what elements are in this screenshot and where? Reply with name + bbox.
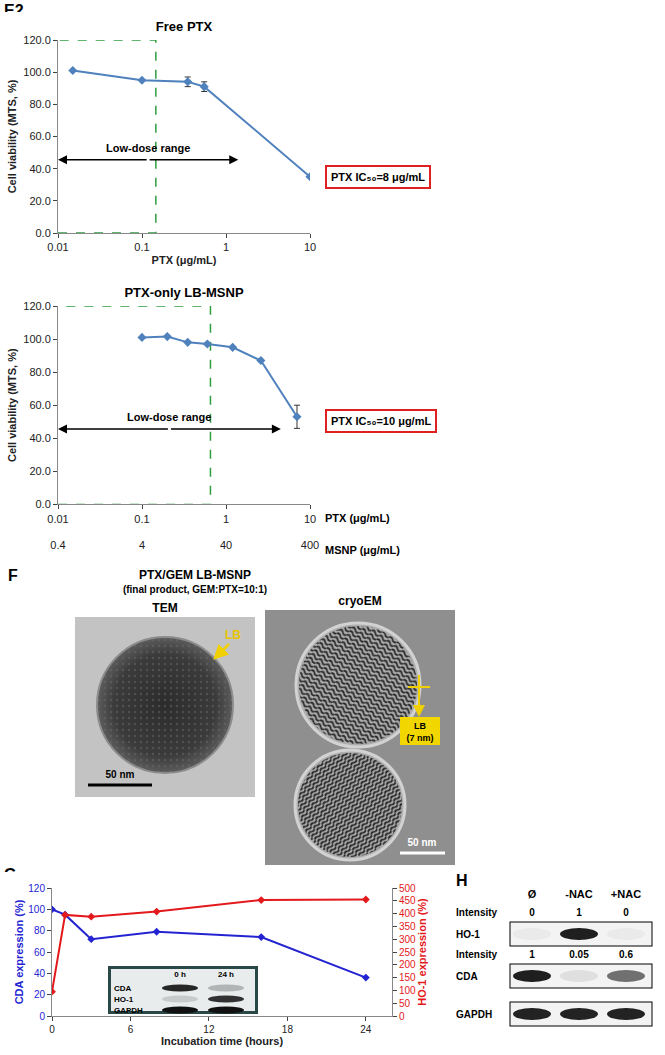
svg-text:0: 0 — [623, 907, 629, 918]
svg-text:40.0: 40.0 — [29, 163, 50, 175]
html-text:G: G — [4, 866, 17, 883]
svg-text:100: 100 — [28, 904, 45, 915]
svg-text:0: 0 — [49, 1024, 55, 1035]
svg-text:PTX IC₅₀=8 μg/mL: PTX IC₅₀=8 μg/mL — [331, 171, 425, 183]
svg-text:Cell viability (MTS, %): Cell viability (MTS, %) — [6, 79, 18, 193]
svg-text:Low-dose range: Low-dose range — [106, 142, 190, 154]
svg-text:F: F — [8, 567, 18, 584]
svg-text:0.05: 0.05 — [569, 949, 589, 960]
svg-text:Ø: Ø — [528, 888, 537, 900]
svg-text:CDA: CDA — [114, 984, 132, 993]
svg-text:60: 60 — [34, 947, 46, 958]
svg-text:100: 100 — [399, 985, 416, 996]
svg-text:10: 10 — [304, 513, 316, 525]
svg-text:200: 200 — [399, 959, 416, 970]
svg-text:100.0: 100.0 — [23, 66, 51, 78]
svg-text:450: 450 — [399, 895, 416, 906]
svg-text:0: 0 — [529, 907, 535, 918]
svg-text:PTX/GEM LB-MSNP: PTX/GEM LB-MSNP — [139, 568, 251, 582]
svg-text:0 h: 0 h — [174, 970, 186, 979]
svg-text:500: 500 — [399, 883, 416, 894]
svg-text:1: 1 — [223, 513, 229, 525]
svg-text:PTX (μg/mL): PTX (μg/mL) — [325, 512, 390, 524]
svg-text:50: 50 — [399, 998, 411, 1009]
svg-text:(7 nm): (7 nm) — [407, 733, 434, 743]
svg-text:Incubation time (hours): Incubation time (hours) — [161, 1035, 284, 1047]
svg-text:0.0: 0.0 — [36, 498, 51, 510]
svg-text:CDA expression (%): CDA expression (%) — [13, 899, 25, 1004]
svg-text:Low-dose range: Low-dose range — [127, 411, 211, 423]
svg-text:80: 80 — [34, 925, 46, 936]
svg-text:GAPDH: GAPDH — [114, 1006, 143, 1014]
svg-text:Intensity: Intensity — [456, 907, 498, 918]
svg-text:0: 0 — [399, 1011, 405, 1022]
svg-text:400: 400 — [399, 908, 416, 919]
svg-text:100.0: 100.0 — [23, 333, 51, 345]
svg-text:400: 400 — [301, 539, 319, 551]
svg-text:cryoEM: cryoEM — [338, 594, 381, 608]
svg-text:MSNP (μg/mL): MSNP (μg/mL) — [325, 544, 400, 556]
svg-text:0.6: 0.6 — [619, 949, 633, 960]
svg-text:0.4: 0.4 — [50, 539, 65, 551]
svg-text:20.0: 20.0 — [29, 465, 50, 477]
svg-text:20.0: 20.0 — [29, 195, 50, 207]
svg-text:18: 18 — [282, 1024, 294, 1035]
svg-text:PTX (μg/mL): PTX (μg/mL) — [152, 254, 217, 266]
svg-text:12: 12 — [203, 1024, 215, 1035]
svg-text:150: 150 — [399, 972, 416, 983]
svg-text:80.0: 80.0 — [29, 98, 50, 110]
svg-text:PTX-only LB-MSNP: PTX-only LB-MSNP — [124, 285, 243, 300]
svg-text:40.0: 40.0 — [29, 432, 50, 444]
svg-text:4: 4 — [139, 539, 145, 551]
svg-text:20: 20 — [34, 989, 46, 1000]
svg-text:120.0: 120.0 — [23, 300, 51, 312]
svg-text:HO-1: HO-1 — [456, 929, 480, 940]
svg-text:40: 40 — [220, 539, 232, 551]
svg-text:1: 1 — [223, 241, 229, 253]
svg-text:60.0: 60.0 — [29, 399, 50, 411]
svg-text:-NAC: -NAC — [565, 888, 593, 900]
svg-text:60.0: 60.0 — [29, 130, 50, 142]
svg-text:TEM: TEM — [152, 601, 177, 615]
svg-text:(final product, GEM:PTX=10:1): (final product, GEM:PTX=10:1) — [123, 584, 267, 595]
svg-text:0.01: 0.01 — [47, 513, 68, 525]
svg-text:0.1: 0.1 — [134, 241, 149, 253]
svg-text:10: 10 — [304, 241, 316, 253]
svg-text:LB: LB — [414, 721, 426, 731]
svg-text:HO-1: HO-1 — [114, 995, 134, 1004]
svg-text:350: 350 — [399, 921, 416, 932]
svg-text:24 h: 24 h — [218, 970, 234, 979]
svg-text:Free PTX: Free PTX — [156, 19, 213, 34]
svg-text:0.0: 0.0 — [36, 227, 51, 239]
svg-text:0: 0 — [39, 1011, 45, 1022]
svg-text:LB: LB — [225, 628, 241, 642]
svg-text:Cell viability (MTS, %): Cell viability (MTS, %) — [6, 348, 18, 462]
svg-text:120.0: 120.0 — [23, 34, 51, 46]
svg-text:HO-1 expression (%): HO-1 expression (%) — [416, 898, 428, 1006]
svg-text:6: 6 — [128, 1024, 134, 1035]
svg-text:0.1: 0.1 — [134, 513, 149, 525]
svg-text:80.0: 80.0 — [29, 366, 50, 378]
svg-text:0.01: 0.01 — [47, 241, 68, 253]
svg-text:40: 40 — [34, 968, 46, 979]
svg-text:H: H — [456, 872, 468, 889]
svg-text:PTX IC₅₀=10 μg/mL: PTX IC₅₀=10 μg/mL — [331, 415, 431, 427]
svg-text:300: 300 — [399, 934, 416, 945]
svg-text:50 nm: 50 nm — [408, 837, 437, 848]
svg-text:GAPDH: GAPDH — [456, 1009, 492, 1020]
svg-text:1: 1 — [576, 907, 582, 918]
svg-text:1: 1 — [529, 949, 535, 960]
html-text:E2: E2 — [4, 2, 24, 19]
svg-text:CDA: CDA — [456, 971, 478, 982]
svg-text:24: 24 — [360, 1024, 372, 1035]
svg-text:+NAC: +NAC — [611, 888, 641, 900]
svg-text:120: 120 — [28, 883, 45, 894]
svg-text:Intensity: Intensity — [456, 949, 498, 960]
svg-text:50 nm: 50 nm — [106, 769, 135, 780]
svg-text:250: 250 — [399, 947, 416, 958]
